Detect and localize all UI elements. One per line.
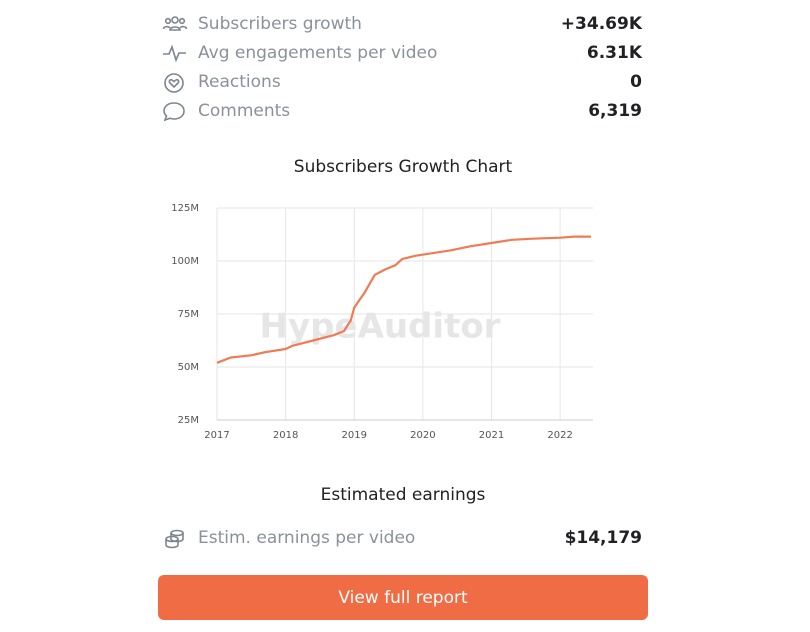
y-tick-label: 75M	[178, 309, 199, 320]
stat-row: Comments 6,319	[162, 98, 642, 124]
chart: HypeAuditor 25M 50M 75M 100M 125M 2017 2018 2019…	[171, 203, 593, 441]
y-tick-label: 100M	[171, 256, 199, 267]
icon	[164, 73, 184, 93]
earnings-value: $14,179	[564, 528, 642, 548]
y-tick-label: 125M	[171, 203, 199, 214]
x-tick-label: 2017	[204, 430, 229, 441]
stat-row: Subscribers growth +34.69K	[162, 11, 642, 37]
icon	[165, 529, 184, 549]
stat-value: 0	[630, 72, 642, 92]
earnings-row: Estim. earnings per video $14,179	[162, 525, 642, 551]
y-tick-label: 25M	[178, 415, 199, 426]
section-title: Estimated earnings	[320, 485, 486, 505]
x-tick-label: 2020	[410, 430, 435, 441]
chart-title: Subscribers Growth Chart	[293, 157, 513, 177]
icon	[163, 102, 185, 122]
x-tick-label: 2022	[547, 430, 572, 441]
line	[216, 235, 591, 364]
stat-label: Comments	[198, 101, 291, 121]
icon	[162, 16, 188, 31]
stat-label: Avg engagements per video	[198, 43, 438, 63]
stat-value: 6.31K	[586, 43, 642, 63]
stat-label: Reactions	[198, 72, 281, 92]
x-tick-label: 2019	[342, 430, 367, 441]
watermark: HypeAuditor	[260, 307, 501, 347]
stat-label: Subscribers growth	[198, 14, 362, 34]
x-tick-label: 2021	[479, 430, 504, 441]
y-tick-label: 50M	[178, 362, 199, 373]
stat-value: 6,319	[588, 101, 642, 121]
x-tick-label: 2018	[273, 430, 298, 441]
stat-row: Avg engagements per video 6.31K	[162, 40, 642, 66]
view-report-button[interactable]: View full report	[158, 575, 648, 620]
stat-value: +34.69K	[560, 14, 642, 34]
earnings-label: Estim. earnings per video	[198, 528, 416, 548]
icon	[163, 44, 186, 63]
stat-row: Reactions 0	[162, 69, 642, 95]
